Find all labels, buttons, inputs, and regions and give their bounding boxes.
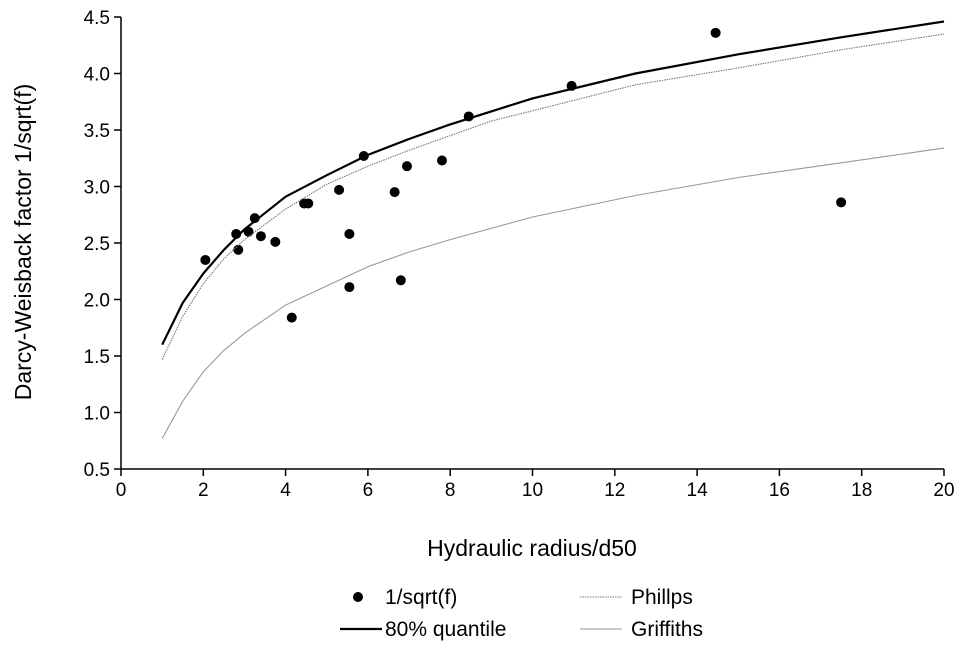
series-line-80-quantile	[161, 20, 945, 346]
series-line-phillps	[161, 33, 945, 360]
data-point	[303, 198, 314, 209]
data-point	[389, 187, 400, 198]
series-line-griffiths	[161, 147, 945, 439]
legend: 1/sqrt(f) Phillps 80% quantile Griffiths	[340, 586, 703, 641]
x-tick-label: 20	[933, 480, 954, 501]
y-tick-label: 3.5	[84, 121, 110, 142]
legend-marker-1-sqrt-f	[353, 592, 363, 602]
data-point	[344, 228, 355, 239]
x-tick-label: 16	[769, 480, 790, 501]
data-point	[710, 27, 721, 38]
legend-label-1-sqrt-f: 1/sqrt(f)	[385, 586, 457, 609]
y-tick-label: 0.5	[84, 460, 110, 481]
x-tick-label: 14	[687, 480, 709, 501]
y-tick-label: 4.5	[84, 8, 110, 29]
legend-label-80-quantile: 80% quantile	[385, 618, 506, 641]
legend-label-phillps: Phillps	[631, 586, 693, 609]
y-tick-label: 1.0	[84, 404, 110, 425]
data-point	[286, 312, 297, 323]
x-tick-label: 4	[280, 480, 291, 501]
y-tick-label: 4.0	[84, 65, 110, 86]
x-tick-label: 10	[522, 480, 543, 501]
y-tick-label: 2.0	[84, 291, 110, 312]
x-tick-label: 2	[198, 480, 209, 501]
data-point	[270, 236, 281, 247]
data-point	[255, 231, 266, 242]
data-point	[401, 161, 412, 172]
x-tick-label: 18	[851, 480, 872, 501]
legend-label-griffiths: Griffiths	[631, 618, 703, 641]
x-axis-title: Hydraulic radius/d50	[427, 535, 637, 561]
x-tick-label: 6	[363, 480, 374, 501]
data-point	[334, 184, 345, 195]
y-tick-label: 2.5	[84, 234, 110, 255]
x-tick-label: 8	[445, 480, 456, 501]
y-axis-title: Darcy-Weisback factor 1/sqrt(f)	[10, 84, 36, 401]
x-tick-label: 0	[116, 480, 127, 501]
data-point	[233, 244, 244, 255]
data-point	[200, 254, 211, 265]
data-point	[249, 213, 260, 224]
y-tick-label: 3.0	[84, 178, 110, 199]
data-point	[836, 197, 847, 208]
axes: 0 2 4 6 8 10 12 14 16 18 20 0.5 1.0 1.5 2.0 2.5 3.0 3.5 4.…	[84, 8, 955, 501]
data-point	[344, 282, 355, 293]
x-tick-label: 12	[604, 480, 625, 501]
data-point	[436, 155, 447, 166]
y-tick-label: 1.5	[84, 347, 110, 368]
data-point	[395, 275, 406, 286]
plot-area	[161, 20, 945, 439]
